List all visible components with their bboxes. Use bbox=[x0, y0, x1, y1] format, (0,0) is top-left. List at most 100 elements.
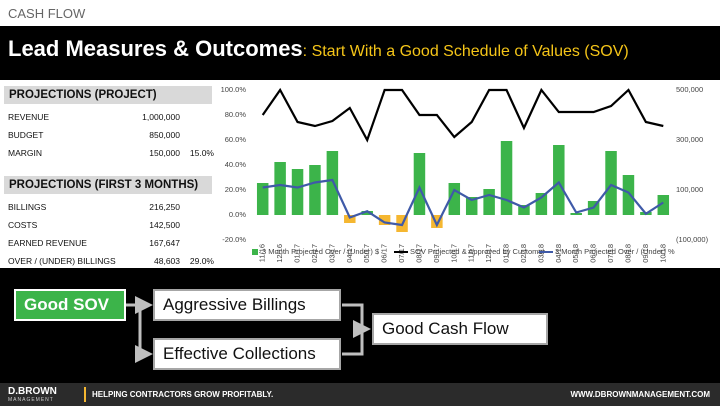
table-cell: BILLINGS bbox=[8, 202, 47, 212]
y-tick-label: 80.0% bbox=[225, 110, 247, 119]
footer: D.BROWN MANAGEMENT HELPING CONTRACTORS G… bbox=[0, 383, 720, 406]
legend-swatch bbox=[252, 249, 258, 255]
bar bbox=[657, 195, 670, 215]
flow-node: Effective Collections bbox=[153, 338, 341, 370]
x-tick-label: 05/18 bbox=[571, 244, 580, 263]
top-bar: CASH FLOW bbox=[0, 0, 720, 26]
url[interactable]: WWW.DBROWNMANAGEMENT.COM bbox=[570, 390, 710, 399]
bar bbox=[605, 151, 617, 215]
bar bbox=[344, 215, 356, 223]
table-row: EARNED REVENUE 167,647 bbox=[4, 234, 216, 252]
table-row: BUDGET 850,000 bbox=[4, 126, 216, 144]
brand: D.BROWN bbox=[8, 386, 57, 397]
bar bbox=[535, 193, 548, 215]
bar bbox=[291, 169, 304, 215]
x-tick-label: 03/17 bbox=[327, 244, 336, 263]
title-line: Lead Measures & Outcomes: Start With a G… bbox=[8, 36, 629, 62]
y2-tick-label: (100,000) bbox=[676, 235, 709, 244]
brand-sub: MANAGEMENT bbox=[8, 397, 54, 403]
table-cell: 48,603 bbox=[154, 256, 180, 266]
x-tick-label: 03/18 bbox=[536, 244, 545, 263]
flow-node: Good SOV bbox=[14, 289, 126, 321]
table-cell: 1,000,000 bbox=[142, 112, 180, 122]
bar bbox=[274, 162, 286, 215]
bar bbox=[361, 211, 373, 215]
subtitle: : Start With a Good Schedule of Values (… bbox=[302, 43, 629, 60]
flow-connectors bbox=[126, 296, 371, 363]
bar bbox=[622, 175, 635, 215]
section-label: CASH FLOW bbox=[8, 6, 86, 21]
table-cell: 29.0% bbox=[189, 256, 214, 266]
table-row: COSTS 142,500 bbox=[4, 216, 216, 234]
legend-label: SOV Projected & Approved by Customer bbox=[410, 247, 546, 256]
x-tick-label: 01/18 bbox=[502, 244, 511, 263]
table-cell: 15.0% bbox=[189, 148, 214, 158]
x-tick-label: 07/18 bbox=[606, 244, 615, 263]
y-tick-label: 20.0% bbox=[225, 185, 247, 194]
bar bbox=[256, 183, 269, 215]
y-tick-label: 40.0% bbox=[225, 160, 247, 169]
x-tick-label: 04/17 bbox=[345, 244, 354, 263]
flow-node: Good Cash Flow bbox=[372, 313, 548, 345]
table-cell: REVENUE bbox=[8, 112, 50, 122]
table-cell: OVER / (UNDER) BILLINGS bbox=[8, 256, 116, 266]
x-tick-label: 07/17 bbox=[397, 244, 406, 263]
table-cell: 150,000 bbox=[149, 148, 180, 158]
divider bbox=[84, 387, 86, 402]
x-tick-label: 10/17 bbox=[449, 244, 458, 263]
x-tick-label: 12/16 bbox=[275, 244, 284, 263]
bar bbox=[465, 197, 478, 215]
table-row: REVENUE 1,000,000 bbox=[4, 108, 216, 126]
legend-label: 3 Month Projected Over / (Under) $ bbox=[262, 247, 380, 256]
bar bbox=[413, 153, 426, 215]
x-tick-label: 04/18 bbox=[554, 244, 563, 263]
y2-tick-label: 500,000 bbox=[676, 85, 703, 94]
table-row: OVER / (UNDER) BILLINGS 48,603 29.0% bbox=[4, 252, 216, 270]
bar bbox=[483, 189, 495, 215]
bar bbox=[326, 151, 339, 215]
x-tick-label: 06/17 bbox=[380, 244, 389, 263]
x-tick-label: 11/16 bbox=[258, 244, 267, 262]
bar bbox=[309, 165, 321, 215]
x-tick-label: 10/18 bbox=[658, 244, 667, 263]
table-row: BILLINGS 216,250 bbox=[4, 198, 216, 216]
x-tick-label: 08/18 bbox=[623, 244, 632, 263]
x-tick-label: 11/17 bbox=[467, 244, 476, 262]
bar bbox=[553, 145, 565, 215]
bar bbox=[570, 213, 582, 215]
title: Lead Measures & Outcomes bbox=[8, 36, 303, 61]
content-panel: PROJECTIONS (PROJECT) REVENUE 1,000,000 BUD… bbox=[0, 80, 720, 268]
table-cell: BUDGET bbox=[8, 130, 44, 140]
line bbox=[262, 178, 664, 228]
table-cell: MARGIN bbox=[8, 148, 42, 158]
x-tick-label: 06/18 bbox=[589, 244, 598, 263]
table-cell: 216,250 bbox=[149, 202, 180, 212]
y-tick-label: 60.0% bbox=[225, 135, 247, 144]
table-cell: COSTS bbox=[8, 220, 38, 230]
table-cell: EARNED REVENUE bbox=[8, 238, 87, 248]
x-tick-label: 12/17 bbox=[484, 244, 493, 263]
x-tick-label: 02/18 bbox=[519, 244, 528, 263]
x-tick-label: 08/17 bbox=[414, 244, 423, 263]
table-title: PROJECTIONS (PROJECT) bbox=[4, 86, 212, 104]
bar bbox=[378, 215, 391, 225]
bar bbox=[431, 215, 443, 228]
tagline: HELPING CONTRACTORS GROW PROFITABLY. bbox=[92, 390, 274, 399]
chart: -20.0% 0.0% 20.0% 40.0% 60.0% 80.0% 100.0% (100… bbox=[221, 85, 709, 263]
bar bbox=[500, 141, 513, 215]
bar bbox=[518, 205, 530, 215]
table-cell: 167,647 bbox=[149, 238, 180, 248]
flow-node: Aggressive Billings bbox=[153, 289, 341, 321]
bar bbox=[448, 183, 461, 215]
table-title: PROJECTIONS (FIRST 3 MONTHS) bbox=[4, 176, 212, 194]
y-tick-label: 100.0% bbox=[221, 85, 247, 94]
table-cell: 142,500 bbox=[149, 220, 180, 230]
table-row: MARGIN 150,000 15.0% bbox=[4, 144, 216, 162]
x-tick-label: 09/17 bbox=[432, 244, 441, 263]
y2-tick-label: 300,000 bbox=[676, 135, 703, 144]
x-tick-label: 01/17 bbox=[293, 244, 302, 263]
legend-label: 3 Month Projected Over / (Under) % bbox=[555, 247, 675, 256]
x-tick-label: 05/17 bbox=[362, 244, 371, 263]
x-tick-label: 09/18 bbox=[641, 244, 650, 263]
